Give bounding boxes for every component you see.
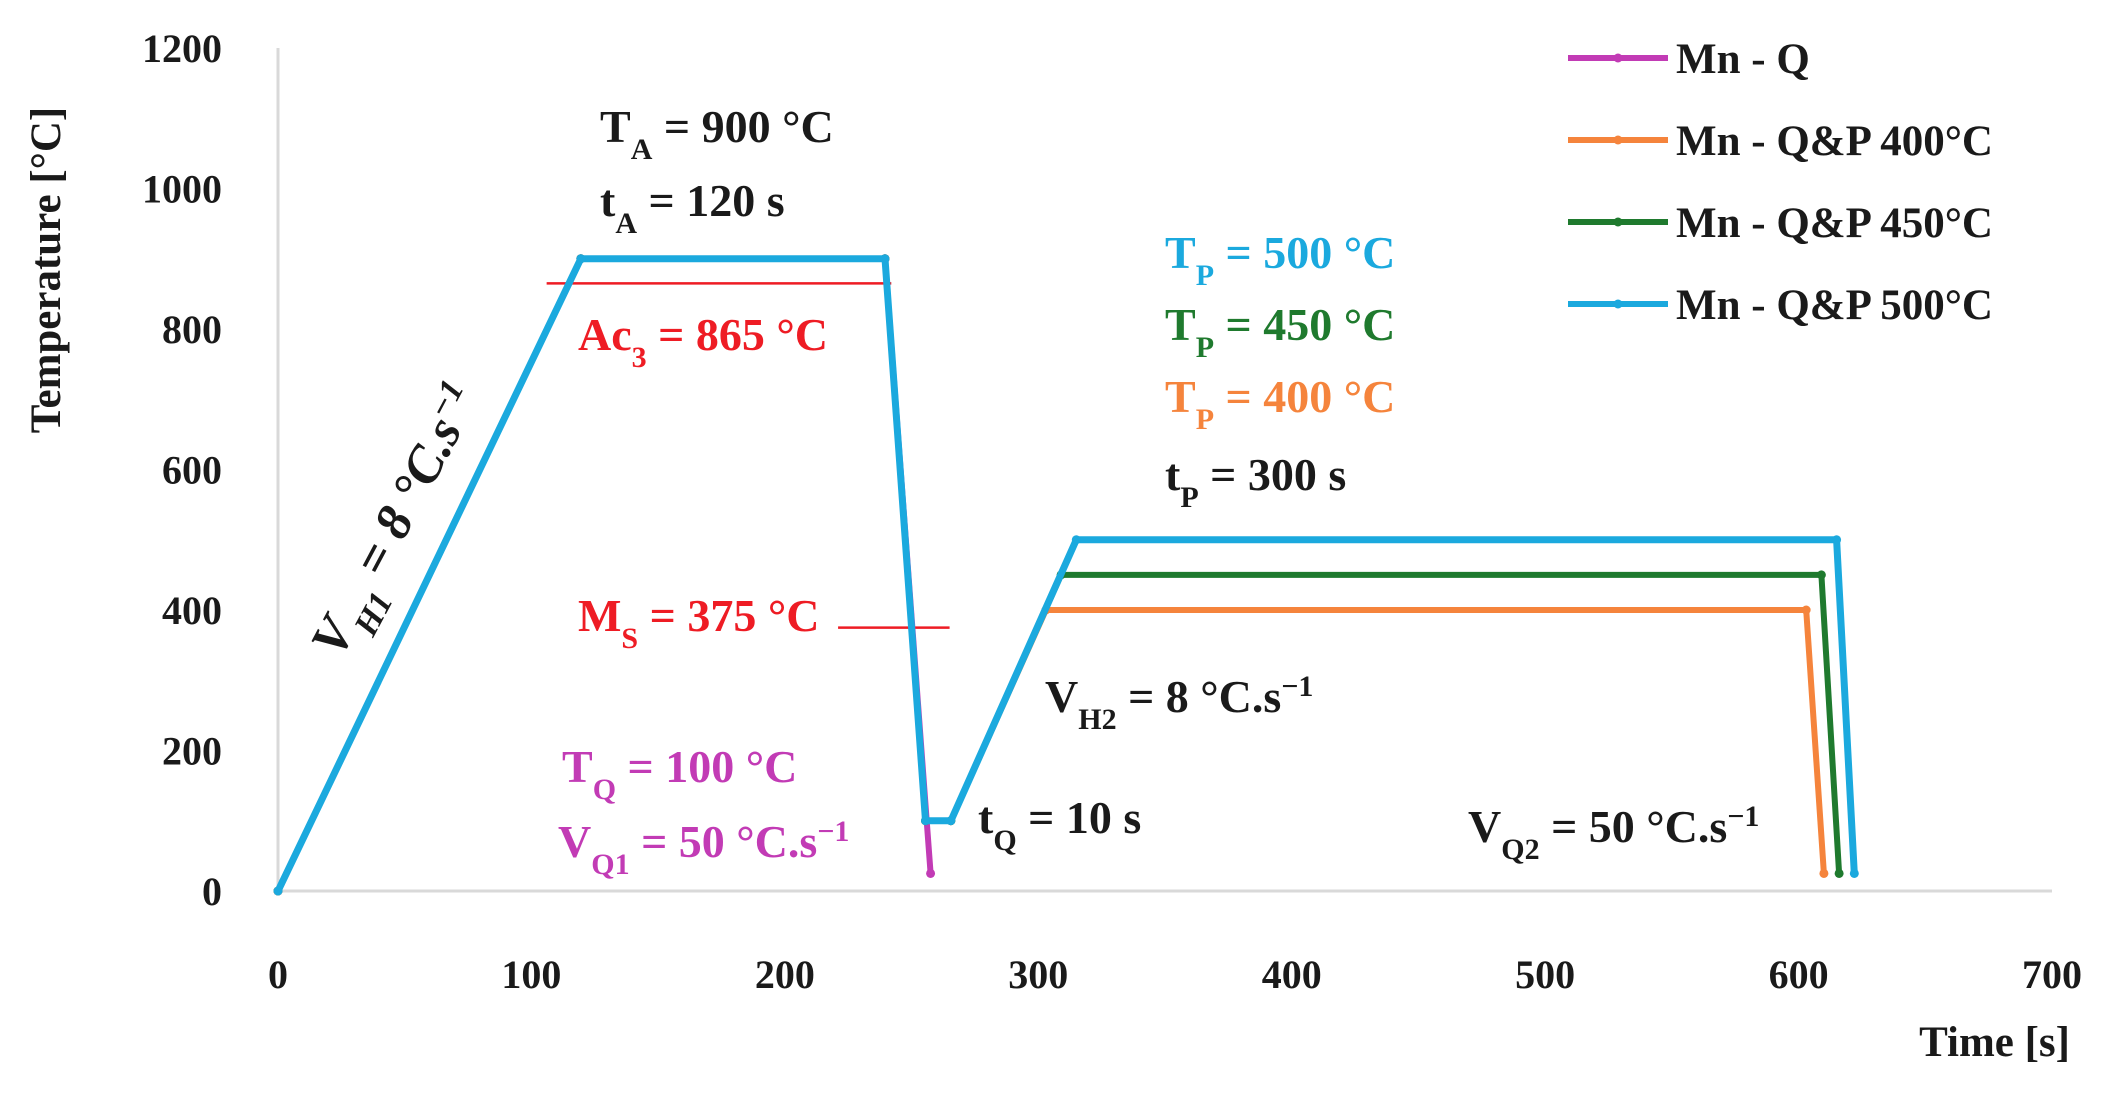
x-tick-label: 600 [1769,952,1829,997]
annotation-tp400: TP = 400 °C [1165,371,1395,436]
legend-label-1: Mn - Q&P 400°C [1676,118,1993,165]
x-tick-label: 200 [755,952,815,997]
series-point-0 [926,868,936,878]
series-point-3 [946,816,956,826]
series-point-3 [1071,535,1081,545]
annotation-ta: TA = 900 °C [600,101,834,166]
y-tick-label: 600 [162,448,222,493]
legend-label-2: Mn - Q&P 450°C [1676,200,1993,247]
series-point-2 [1834,868,1844,878]
annotation-vq2: VQ2 = 50 °C.s−1 [1468,800,1759,866]
y-tick-label: 1200 [142,26,222,71]
annotation-ttp: tP = 300 s [1165,449,1346,514]
series-point-3 [273,886,283,896]
series-point-1 [1801,605,1811,615]
annotation-tq: TQ = 100 °C [562,741,797,806]
series-point-3 [1832,535,1842,545]
y-tick-label: 200 [162,729,222,774]
axes-layer: 0 100 200 300 400 500 600 700 0 200 400 600 800 1000 1… [142,26,2082,997]
series-point-3 [880,254,890,264]
legend-marker-2 [1613,217,1623,227]
legend-label-0: Mn - Q [1676,36,1810,83]
y-tick-label: 400 [162,588,222,633]
series-point-3 [921,816,931,826]
x-tick-label: 400 [1262,952,1322,997]
x-tick-label: 500 [1515,952,1575,997]
annotation-ttq: tQ = 10 s [978,792,1141,857]
legend-label-3: Mn - Q&P 500°C [1676,282,1993,329]
series-point-2 [1816,570,1826,580]
legend-marker-0 [1613,53,1623,63]
series-layer [273,254,1859,896]
series-point-1 [1819,868,1829,878]
y-tick-label: 1000 [142,167,222,212]
annotation-vh2: VH2 = 8 °C.s−1 [1045,670,1313,736]
annotation-vq1: VQ1 = 50 °C.s−1 [558,815,849,881]
annotation-tta: tA = 120 s [600,175,785,240]
y-tick-label: 800 [162,307,222,352]
annotation-ac3: Ac3 = 865 °C [578,309,828,374]
x-axis-title: Time [s] [1919,1019,2070,1066]
series-point-3 [1849,868,1859,878]
x-tick-label: 100 [501,952,561,997]
x-tick-label: 300 [1008,952,1068,997]
legend-marker-1 [1613,135,1623,145]
series-line-3 [274,255,1858,895]
reference-lines-layer [546,282,950,629]
annotations-layer: TA = 900 °C tA = 120 s Ac3 = 865 °C TP = 50… [300,101,1759,881]
legend-marker-3 [1613,299,1623,309]
legend: Mn - Q Mn - Q&P 400°C Mn - Q&P 450°C Mn - Q… [1568,36,1993,329]
y-axis-title: Temperature [°C] [23,107,70,434]
annotation-tp500: TP = 500 °C [1165,227,1395,292]
y-tick-label: 0 [202,869,222,914]
annotation-ms: MS = 375 °C [578,590,819,655]
x-tick-label: 0 [268,952,288,997]
annotation-tp450: TP = 450 °C [1165,299,1395,364]
series-point-3 [576,254,586,264]
x-tick-label: 700 [2022,952,2082,997]
